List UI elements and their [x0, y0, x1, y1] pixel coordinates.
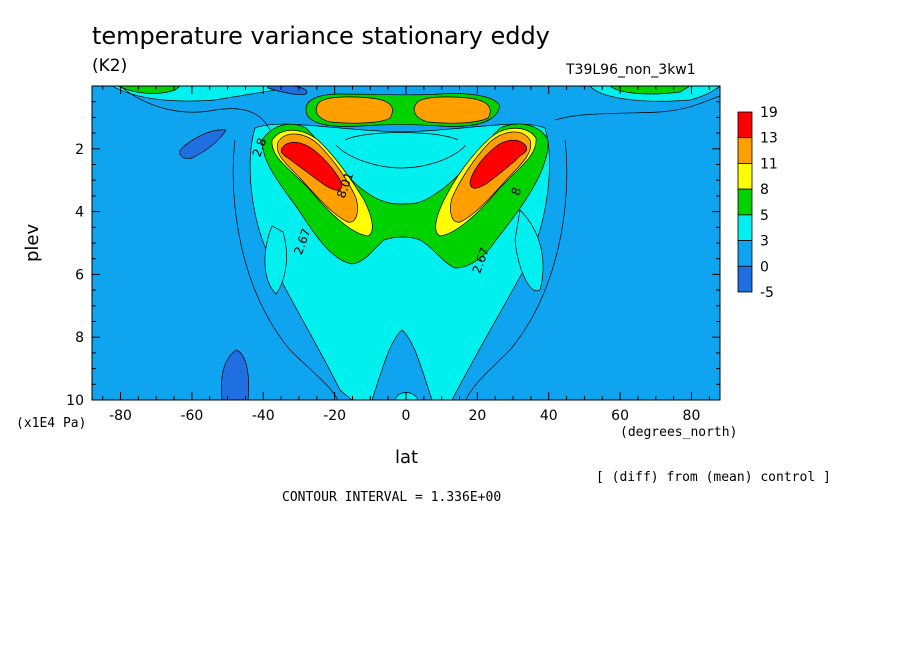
y-tick-label: 8	[75, 330, 84, 346]
y-tick-label: 6	[75, 267, 84, 283]
colorbar-label: 5	[760, 208, 769, 224]
chart-title: temperature variance stationary eddy	[92, 22, 550, 50]
field-cyan-west	[264, 225, 287, 295]
field-negative-south-low	[221, 349, 250, 400]
x-tick-label: 20	[468, 408, 486, 424]
colorbar-swatch	[737, 188, 753, 216]
colorbar-swatch	[737, 214, 753, 241]
x-tick-label: -20	[323, 408, 346, 424]
colorbar-label: 19	[760, 105, 778, 121]
x-tick-label: 40	[540, 408, 558, 424]
field-orange-upper-north	[413, 96, 491, 124]
x-axis-label: lat	[395, 447, 419, 468]
axis-layer: -80 -60 -40 -20 0 20 40 60 80 2 4 6 8 10	[66, 86, 720, 424]
y-tick-label: 10	[66, 393, 84, 409]
field-cyan-east	[514, 209, 544, 292]
contour-lines	[119, 86, 720, 400]
colorbar-swatch	[737, 265, 753, 293]
colorbar-label: 0	[760, 259, 769, 275]
field-green-top-east	[609, 86, 691, 95]
chart-units: (K2)	[92, 56, 128, 76]
contour-label: 8	[509, 185, 525, 197]
y-tick-label: 2	[75, 142, 84, 158]
colorbar-swatch	[737, 137, 753, 164]
contour-label: 2.8	[250, 136, 270, 159]
colorbar-label: 13	[760, 131, 778, 147]
x-tick-label: 80	[683, 408, 701, 424]
field-negative-south-upper	[179, 129, 227, 159]
contour-interval: CONTOUR INTERVAL = 1.336E+00	[282, 490, 502, 505]
colorbar-swatch	[737, 240, 753, 267]
y-axis-units: (x1E4 Pa)	[16, 416, 87, 431]
y-tick-label: 4	[75, 205, 84, 221]
field-red-north	[469, 139, 528, 189]
colorbar: 19 13 11 8 5 3 0 -5	[737, 105, 778, 301]
colorbar-label: -5	[760, 285, 774, 301]
run-name: T39L96_non_3kw1	[566, 62, 696, 78]
x-tick-label: -60	[180, 408, 203, 424]
field-orange-upper-south	[315, 96, 393, 124]
x-axis-units: (degrees_north)	[620, 425, 738, 440]
field-green-top-west	[117, 86, 181, 94]
colorbar-label: 11	[760, 156, 778, 172]
colorbar-label: 8	[760, 182, 769, 198]
colorbar-label: 3	[760, 234, 769, 250]
y-axis-label: plev	[22, 223, 43, 262]
diff-note: [ (diff) from (mean) control ]	[596, 470, 831, 485]
x-tick-label: -80	[109, 408, 132, 424]
colorbar-swatch	[737, 163, 753, 190]
x-tick-label: 60	[611, 408, 629, 424]
x-tick-label: 0	[402, 408, 411, 424]
x-tick-label: -40	[252, 408, 275, 424]
colorbar-swatch	[737, 111, 753, 139]
field-red-south	[280, 141, 343, 191]
